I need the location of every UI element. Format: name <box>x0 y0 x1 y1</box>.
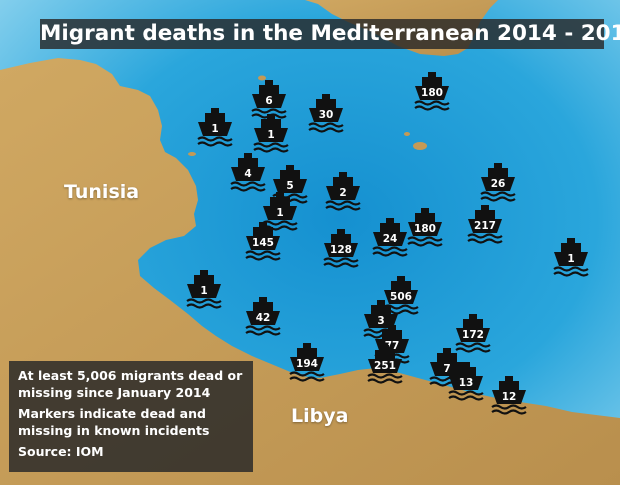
boat-icon <box>455 314 491 353</box>
boat-marker-30: 30 <box>307 94 345 134</box>
marker-count: 12 <box>501 391 517 403</box>
boat-marker-2: 2 <box>324 172 362 212</box>
boat-marker-251: 251 <box>366 345 404 385</box>
boat-icon <box>262 192 298 231</box>
marker-count: 506 <box>390 291 412 303</box>
boat-icon <box>289 343 325 382</box>
boat-icon <box>253 114 289 153</box>
boat-marker-180-sicily: 180 <box>413 72 451 112</box>
marker-count: 13 <box>458 377 474 389</box>
boat-icon <box>467 205 503 244</box>
boat-marker-145: 145 <box>244 222 282 262</box>
boat-marker-12: 12 <box>490 376 528 416</box>
boat-icon <box>429 348 465 387</box>
marker-count: 128 <box>330 244 352 256</box>
marker-count: 3 <box>377 315 385 327</box>
marker-count: 42 <box>255 312 271 324</box>
gozo-island <box>404 132 410 136</box>
boat-marker-13: 13 <box>447 362 485 402</box>
boat-marker-4: 4 <box>229 153 267 193</box>
boat-marker-7: 7 <box>428 348 466 388</box>
boat-icon <box>325 172 361 211</box>
marker-count: 26 <box>490 178 506 190</box>
boat-icon <box>197 108 233 147</box>
marker-count: 5 <box>286 180 294 192</box>
marker-count: 1 <box>276 207 284 219</box>
marker-count: 172 <box>462 329 484 341</box>
marker-count: 194 <box>296 358 318 370</box>
boat-icon <box>308 94 344 133</box>
boat-marker-24: 24 <box>371 218 409 258</box>
malta-island <box>413 142 427 150</box>
label-tunisia: Tunisia <box>64 181 140 203</box>
marker-count: 1 <box>267 129 275 141</box>
boat-marker-172: 172 <box>454 314 492 354</box>
boat-icon <box>363 300 399 339</box>
boat-marker-1-d: 1 <box>552 238 590 278</box>
boat-marker-1-c: 1 <box>261 192 299 232</box>
boat-icon <box>245 222 281 261</box>
boat-icon <box>553 238 589 277</box>
info-total-deaths: At least 5,006 migrants dead or missing … <box>18 368 243 400</box>
boat-icon <box>480 163 516 202</box>
marker-count: 7 <box>443 363 451 375</box>
boat-marker-180: 180 <box>406 208 444 248</box>
info-markers-note: Markers indicate dead and missing in kno… <box>18 406 210 438</box>
boat-marker-3: 3 <box>362 300 400 340</box>
boat-marker-26: 26 <box>479 163 517 203</box>
info-box: At least 5,006 migrants dead or missing … <box>9 361 253 472</box>
label-libya: Libya <box>291 405 349 427</box>
marker-count: 145 <box>252 237 274 249</box>
marker-count: 4 <box>244 168 252 180</box>
boat-marker-1-b: 1 <box>252 114 290 154</box>
marker-count: 1 <box>200 285 208 297</box>
boat-icon <box>323 229 359 268</box>
marker-count: 251 <box>374 360 396 372</box>
boat-marker-1-e: 1 <box>185 270 223 310</box>
marker-count: 30 <box>318 109 334 121</box>
boat-icon <box>414 72 450 111</box>
boat-marker-6: 6 <box>250 80 288 120</box>
pantelleria-island <box>258 75 266 81</box>
boat-marker-1-a: 1 <box>196 108 234 148</box>
boat-icon <box>186 270 222 309</box>
boat-icon <box>367 345 403 384</box>
boat-icon <box>491 376 527 415</box>
boat-marker-42: 42 <box>244 297 282 337</box>
boat-icon <box>407 208 443 247</box>
marker-count: 1 <box>567 253 575 265</box>
marker-count: 180 <box>421 87 443 99</box>
boat-marker-128: 128 <box>322 229 360 269</box>
boat-icon <box>245 297 281 336</box>
boat-icon <box>448 362 484 401</box>
marker-count: 2 <box>339 187 347 199</box>
boat-icon <box>230 153 266 192</box>
marker-count: 217 <box>474 220 496 232</box>
kerkennah-island <box>188 152 196 156</box>
marker-count: 1 <box>211 123 219 135</box>
boat-marker-217: 217 <box>466 205 504 245</box>
marker-count: 6 <box>265 95 273 107</box>
marker-count: 24 <box>382 233 398 245</box>
map-title: Migrant deaths in the Mediterranean 2014… <box>40 19 620 49</box>
boat-marker-194: 194 <box>288 343 326 383</box>
marker-count: 180 <box>414 223 436 235</box>
info-source: Source: IOM <box>18 444 104 459</box>
boat-icon <box>372 218 408 257</box>
